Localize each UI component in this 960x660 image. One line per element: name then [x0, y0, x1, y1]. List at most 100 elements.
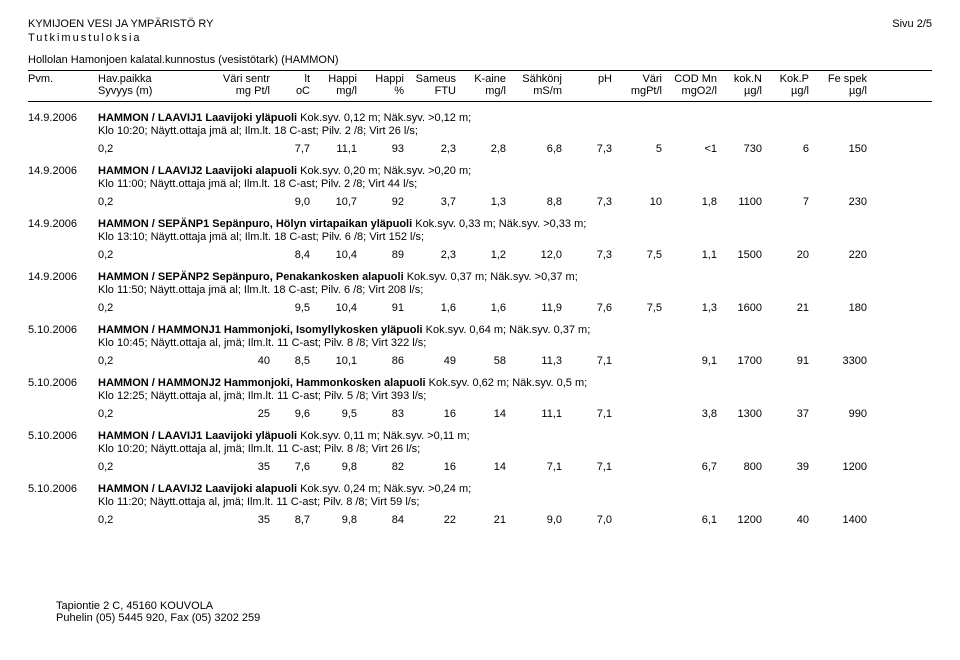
sample-block: 14.9.2006HAMMON / SEPÄNP1 Sepänpuro, Höl…: [28, 218, 932, 261]
sample-title-rest: Kok.syv. 0,12 m; Näk.syv. >0,12 m;: [297, 112, 471, 124]
sample-value: 16: [404, 408, 456, 420]
sample-value: 40: [203, 355, 270, 367]
sample-value: 1,1: [662, 249, 717, 261]
sample-value: [28, 461, 98, 473]
sample-site-name: HAMMON / HAMMONJ2 Hammonjoki, Hammonkosk…: [98, 377, 426, 389]
sample-title-line: 14.9.2006HAMMON / SEPÄNP2 Sepänpuro, Pen…: [28, 271, 932, 283]
sample-value: 1400: [809, 514, 867, 526]
sample-value: 10,1: [310, 355, 357, 367]
column-header: Syvyys (m): [98, 85, 203, 97]
sample-value: 230: [809, 196, 867, 208]
sample-value: 7,1: [506, 461, 562, 473]
sample-meta-line: Klo 10:20; Näytt.ottaja al, jmä; Ilm.lt.…: [28, 443, 932, 455]
sample-value: 91: [357, 302, 404, 314]
sample-value: [28, 514, 98, 526]
sample-value: 10,4: [310, 302, 357, 314]
sample-value: 0,2: [98, 461, 203, 473]
sample-value: 82: [357, 461, 404, 473]
sample-value: 0,2: [98, 355, 203, 367]
sample-value: 1,6: [456, 302, 506, 314]
divider-bottom: [28, 101, 932, 102]
column-header: lt: [270, 73, 310, 85]
sample-value: 180: [809, 302, 867, 314]
sample-value: 25: [203, 408, 270, 420]
sample-values-row: 0,2357,69,88216147,17,16,7800391200: [28, 461, 932, 473]
sample-value: 2,8: [456, 143, 506, 155]
sample-value: 84: [357, 514, 404, 526]
column-header: [28, 85, 98, 97]
sample-value: 3,8: [662, 408, 717, 420]
sample-value: 40: [762, 514, 809, 526]
sample-value: 14: [456, 408, 506, 420]
sample-value: 9,0: [506, 514, 562, 526]
sample-value: 7,6: [270, 461, 310, 473]
column-header: mgO2/l: [662, 85, 717, 97]
sample-date: 14.9.2006: [28, 218, 98, 230]
sample-block: 5.10.2006HAMMON / LAAVIJ2 Laavijoki alap…: [28, 483, 932, 526]
sample-meta-line: Klo 12:25; Näytt.ottaja al, jmä; Ilm.lt.…: [28, 390, 932, 402]
sample-block: 14.9.2006HAMMON / LAAVIJ2 Laavijoki alap…: [28, 165, 932, 208]
column-header: [562, 85, 612, 97]
sample-value: 3300: [809, 355, 867, 367]
column-header: mgPt/l: [612, 85, 662, 97]
sample-value: 10: [612, 196, 662, 208]
column-header: Pvm.: [28, 73, 98, 85]
sample-value: 2,3: [404, 249, 456, 261]
sample-value: 20: [762, 249, 809, 261]
column-header: Kok.P: [762, 73, 809, 85]
sample-value: 3,7: [404, 196, 456, 208]
sample-date: 14.9.2006: [28, 112, 98, 124]
sample-value: 93: [357, 143, 404, 155]
sample-value: [203, 143, 270, 155]
sample-value: 7,3: [562, 143, 612, 155]
sample-title-line: 5.10.2006HAMMON / HAMMONJ1 Hammonjoki, I…: [28, 324, 932, 336]
sample-value: 8,8: [506, 196, 562, 208]
sample-title-rest: Kok.syv. 0,37 m; Näk.syv. >0,37 m;: [404, 271, 578, 283]
column-header: FTU: [404, 85, 456, 97]
sample-value: [28, 355, 98, 367]
sample-value: 92: [357, 196, 404, 208]
sample-title-line: 5.10.2006HAMMON / LAAVIJ2 Laavijoki alap…: [28, 483, 932, 495]
sample-title-rest: Kok.syv. 0,20 m; Näk.syv. >0,20 m;: [297, 165, 471, 177]
sample-value: 11,3: [506, 355, 562, 367]
sample-values-row: 0,29,510,4911,61,611,97,67,51,3160021180: [28, 302, 932, 314]
sample-value: 10,7: [310, 196, 357, 208]
sample-value: [203, 249, 270, 261]
sample-value: 35: [203, 461, 270, 473]
sample-site-name: HAMMON / SEPÄNP1 Sepänpuro, Hölyn virtap…: [98, 218, 412, 230]
sample-title-line: 5.10.2006HAMMON / HAMMONJ2 Hammonjoki, H…: [28, 377, 932, 389]
sample-value: 8,4: [270, 249, 310, 261]
sample-value: [28, 143, 98, 155]
sample-value: 16: [404, 461, 456, 473]
sample-value: [28, 302, 98, 314]
footer-phone: Puhelin (05) 5445 920, Fax (05) 3202 259: [56, 612, 260, 624]
sample-value: 7,3: [562, 249, 612, 261]
sample-value: 6: [762, 143, 809, 155]
sample-value: 2,3: [404, 143, 456, 155]
sample-value: 89: [357, 249, 404, 261]
column-header-row-1: Pvm.Hav.paikkaVäri sentrltHappiHappiSame…: [28, 73, 932, 85]
sample-site-name: HAMMON / LAAVIJ2 Laavijoki alapuoli: [98, 483, 297, 495]
column-header: Happi: [357, 73, 404, 85]
sample-value: 8,5: [270, 355, 310, 367]
sample-site-name: HAMMON / LAAVIJ1 Laavijoki yläpuoli: [98, 430, 297, 442]
footer: Tapiontie 2 C, 45160 KOUVOLA Puhelin (05…: [56, 600, 260, 624]
sample-title-rest: Kok.syv. 0,33 m; Näk.syv. >0,33 m;: [412, 218, 586, 230]
sample-value: [612, 461, 662, 473]
sample-values-row: 0,28,410,4892,31,212,07,37,51,1150020220: [28, 249, 932, 261]
sample-date: 5.10.2006: [28, 483, 98, 495]
sample-block: 5.10.2006HAMMON / LAAVIJ1 Laavijoki yläp…: [28, 430, 932, 473]
sample-value: [612, 514, 662, 526]
divider-top: [28, 70, 932, 71]
sample-title-rest: Kok.syv. 0,24 m; Näk.syv. >0,24 m;: [297, 483, 471, 495]
sample-value: 1200: [717, 514, 762, 526]
sample-value: 6,8: [506, 143, 562, 155]
column-header: COD Mn: [662, 73, 717, 85]
sample-value: 0,2: [98, 408, 203, 420]
sample-block: 5.10.2006HAMMON / HAMMONJ1 Hammonjoki, I…: [28, 324, 932, 367]
sample-block: 14.9.2006HAMMON / LAAVIJ1 Laavijoki yläp…: [28, 112, 932, 155]
sample-meta-line: Klo 13:10; Näytt.ottaja jmä al; Ilm.lt. …: [28, 231, 932, 243]
sample-value: 990: [809, 408, 867, 420]
sample-value: 7,1: [562, 461, 612, 473]
sample-value: 800: [717, 461, 762, 473]
